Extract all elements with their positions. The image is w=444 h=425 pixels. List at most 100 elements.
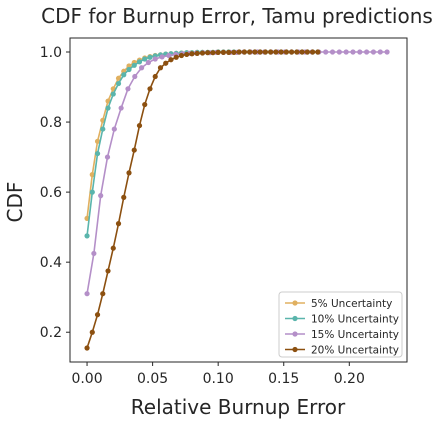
series-3-point [111, 126, 117, 132]
series-3-point [104, 154, 111, 160]
series-4-point [226, 49, 232, 55]
y-tick-label: 0.2 [40, 325, 62, 341]
plot-area [84, 49, 390, 351]
x-tick-label: 0.10 [203, 371, 234, 387]
series-3-point [377, 49, 383, 55]
series-2-point [126, 66, 132, 73]
series-3-point [98, 193, 104, 199]
legend-box [278, 291, 403, 358]
series-3-point [370, 49, 377, 55]
series-3-point [139, 65, 145, 71]
axes: 0.00 0.05 0.10 0.15 0.20 0.2 0.4 0.6 0.8 1.0 [40, 37, 408, 387]
series-4-point [199, 50, 206, 56]
series-4-point [189, 51, 195, 57]
legend-item: 15% Uncertainty [285, 329, 399, 341]
series-4-point [147, 86, 153, 92]
series-4-point [89, 329, 95, 335]
series-4-point [194, 50, 200, 57]
series-4-point [273, 49, 279, 55]
series-4-point [299, 49, 305, 55]
series-4-point [115, 221, 122, 227]
series-3-point [118, 105, 124, 111]
x-tick-label: 0.20 [334, 371, 365, 387]
series-4 [84, 49, 321, 351]
series-4-point [152, 73, 158, 80]
series-1-point [115, 75, 122, 81]
series-4-point [131, 147, 137, 153]
series-4-point [142, 101, 148, 108]
series-3-point [84, 291, 90, 297]
series-1-point [89, 172, 95, 178]
series-2-point [131, 62, 137, 68]
series-4-point [136, 122, 143, 129]
legend-item: 5% Uncertainty [285, 298, 392, 310]
series-4-point [289, 49, 295, 55]
series-4-point [315, 49, 321, 55]
legend-label: 5% Uncertainty [311, 298, 392, 310]
x-tick-label: 0.05 [137, 371, 168, 387]
series-2-point [105, 105, 111, 111]
series-4-point [126, 170, 132, 176]
series-4-point [247, 49, 253, 55]
plot-frame [69, 37, 408, 363]
series-3-point [91, 250, 97, 257]
series-4-point [84, 345, 90, 351]
series-4-point [94, 312, 101, 318]
series-4-point [294, 49, 300, 55]
series-4-point [121, 194, 127, 200]
series-4-point [205, 50, 211, 56]
series-4-point [173, 54, 179, 60]
series-3-point [145, 59, 152, 66]
series-2-point [100, 126, 106, 132]
legend-label: 10% Uncertainty [311, 314, 399, 326]
x-tick-label: 0.15 [268, 371, 299, 387]
series-2-point [84, 233, 90, 239]
series-3-point [336, 49, 342, 55]
legend: 5% Uncertainty 10% Uncertainty 15% Uncerta… [278, 291, 403, 358]
legend-swatch-marker [292, 346, 298, 353]
x-tick-label: 0.00 [71, 371, 102, 387]
legend-swatch-marker [292, 300, 298, 306]
y-tick-label: 0.6 [40, 185, 62, 201]
series-4-point [168, 57, 174, 63]
series-1-point [94, 138, 101, 144]
legend-item: 10% Uncertainty [285, 314, 399, 326]
series-3-line [86, 51, 388, 294]
series-2-point [115, 80, 122, 87]
series-3-point [350, 49, 356, 55]
series-3-point [329, 49, 336, 55]
series-4-point [178, 52, 185, 59]
series-4-point [231, 49, 237, 55]
y-tick-label: 0.4 [40, 255, 62, 271]
series-4-point [309, 49, 316, 55]
series-2-point [121, 72, 127, 78]
series-4-point [278, 49, 284, 55]
series-3-point [364, 49, 370, 55]
series-4-point [110, 245, 116, 251]
series-4-point [215, 49, 221, 55]
series-4-point [304, 49, 310, 55]
series-3-point [125, 86, 131, 92]
y-tick-label: 0.8 [40, 115, 62, 131]
series-3-point [166, 52, 172, 59]
series-4-point [236, 49, 242, 55]
series-2-point [89, 189, 95, 195]
series-4-point [257, 49, 263, 55]
y-axis-label: CDF [3, 182, 27, 223]
series-3-point [159, 54, 165, 60]
series-4-point [268, 49, 274, 55]
series-2-point [142, 56, 148, 62]
series-3-point [152, 56, 158, 62]
series-4-point [163, 60, 169, 66]
series-4-point [241, 49, 247, 55]
series-3-point [384, 49, 390, 55]
legend-swatch-marker [292, 315, 298, 322]
series-3-point [357, 49, 363, 55]
series-4-point [157, 65, 164, 71]
chart-title: CDF for Burnup Error, Tamu predictions [41, 4, 433, 28]
series-4-point [184, 51, 190, 58]
series-3-point [323, 49, 329, 55]
series-4-point [220, 49, 227, 55]
series-2-point [94, 150, 101, 157]
